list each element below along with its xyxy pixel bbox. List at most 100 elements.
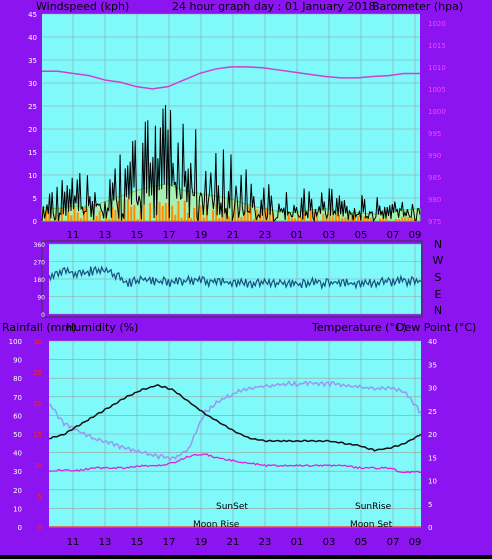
rainfall-tick-label: 30 — [33, 338, 42, 346]
wind-bar — [212, 209, 215, 221]
x-tick-label: 09 — [409, 537, 422, 548]
wind-bar — [309, 210, 312, 221]
wind-bar — [142, 204, 145, 221]
x-tick-label: 05 — [355, 537, 368, 548]
temperature-tick-labels: 0 5 10 15 20 25 30 35 40 — [428, 338, 437, 532]
wind-bar — [262, 213, 265, 221]
windspeed-tick-label: 5 — [33, 195, 37, 203]
humidity-tick-label: 50 — [13, 431, 22, 439]
wind-bar — [224, 207, 227, 221]
wind-bar — [45, 210, 48, 221]
barometer-tick-label: 975 — [428, 218, 441, 226]
rainfall-tick-label: 15 — [33, 431, 42, 439]
temperature-tick-label: 30 — [428, 385, 437, 393]
temperature-trace — [48, 384, 422, 452]
humidity-tick-label: 0 — [18, 524, 22, 532]
wind-bar — [95, 216, 98, 221]
temperature-tick-label: 40 — [428, 338, 437, 346]
compass-label: W — [433, 254, 444, 267]
x-tick-label: 11 — [67, 230, 80, 241]
wind-bar — [133, 205, 136, 221]
direction-grid — [49, 243, 421, 315]
wind-bar — [108, 219, 111, 221]
wind-bar — [249, 207, 252, 221]
dewpoint-axis-title: Dew Point (°C) — [396, 321, 476, 334]
direction-trace — [48, 265, 422, 291]
x-tick-label: 13 — [99, 537, 112, 548]
temperature-tick-label: 10 — [428, 478, 437, 486]
direction-tick-label: 0 — [41, 312, 45, 319]
direction-tick-labels: 0 90 180 270 360 — [34, 242, 46, 319]
wind-bar — [338, 214, 341, 221]
windspeed-axis-title: Windspeed (kph) — [36, 0, 129, 13]
wind-bar — [253, 219, 256, 221]
humidity-axis-title: Humidity (%) — [66, 321, 138, 334]
wind-bar — [357, 215, 359, 221]
temperature-axis-title: Temperature (°C) — [311, 321, 407, 334]
direction-tick-label: 90 — [37, 295, 45, 302]
x-tick-label: 09 — [409, 230, 422, 241]
rainfall-tick-label: 5 — [38, 493, 42, 501]
windspeed-tick-label: 40 — [28, 34, 37, 42]
x-tick-label: 01 — [291, 537, 304, 548]
humidity-line — [48, 380, 422, 462]
temperature-tick-label: 25 — [428, 408, 437, 416]
wind-bar — [297, 214, 300, 221]
wind-bar — [202, 217, 205, 221]
wind-bar — [227, 216, 230, 221]
graph-day-title: 24 hour graph day : 01 January 2018 — [172, 0, 376, 13]
wind-bar — [174, 214, 177, 221]
temperature-line — [48, 384, 422, 452]
wind-bar — [334, 213, 337, 221]
temperature-tick-label: 0 — [428, 524, 432, 532]
windspeed-tick-label: 20 — [28, 126, 37, 134]
wind-bar — [111, 207, 114, 221]
wind-bar — [130, 206, 133, 221]
wind-bar — [76, 212, 79, 221]
x-tick-label: 11 — [67, 537, 80, 548]
humidity-tick-label: 30 — [13, 468, 22, 476]
wind-bar — [401, 216, 404, 221]
wind-bar — [73, 206, 76, 221]
wind-bar — [240, 216, 243, 221]
wind-bar — [394, 218, 397, 221]
barometer-line — [42, 66, 420, 90]
barometer-axis-title: Barometer (hpa) — [372, 0, 463, 13]
humidity-tick-label: 100 — [9, 338, 22, 346]
wind-bar — [177, 200, 180, 221]
wind-bar — [183, 200, 186, 221]
wind-bar — [86, 208, 89, 221]
barometer-tick-label: 995 — [428, 130, 441, 138]
wind-bar — [98, 211, 101, 221]
temperature-tick-label: 5 — [428, 501, 432, 509]
humidity-tick-labels: 0 10 20 30 40 50 60 70 80 90 100 — [9, 338, 22, 532]
wind-bar — [246, 205, 249, 221]
wind-bar — [114, 209, 117, 221]
direction-plot-area-frame — [41, 240, 423, 318]
wind-bar — [218, 218, 221, 221]
barometer-tick-label: 990 — [428, 152, 441, 160]
x-tick-label: 05 — [355, 230, 368, 241]
humidity-tick-label: 60 — [13, 412, 22, 420]
x-tick-label: 17 — [163, 537, 176, 548]
rainfall-tick-label: 20 — [33, 400, 42, 408]
wind-bar — [363, 216, 366, 221]
windspeed-tick-label: 15 — [28, 149, 37, 157]
wind-bar — [193, 207, 196, 221]
barometer-tick-label: 1015 — [428, 42, 446, 50]
barometer-tick-label: 1010 — [428, 64, 446, 72]
windspeed-tick-label: 35 — [28, 57, 37, 65]
wind-bar — [322, 213, 325, 221]
wind-bar — [215, 203, 218, 221]
windspeed-line — [41, 105, 421, 223]
x-tick-label: 21 — [227, 537, 240, 548]
wind-bar — [407, 216, 410, 221]
wind-bar — [382, 217, 385, 221]
x-tick-label: 13 — [99, 230, 112, 241]
temperature-tick-label: 35 — [428, 361, 437, 369]
wind-bar — [265, 207, 268, 221]
windspeed-tick-label: 30 — [28, 80, 37, 88]
dewpoint-line — [48, 453, 422, 474]
wind-bar — [123, 199, 126, 221]
